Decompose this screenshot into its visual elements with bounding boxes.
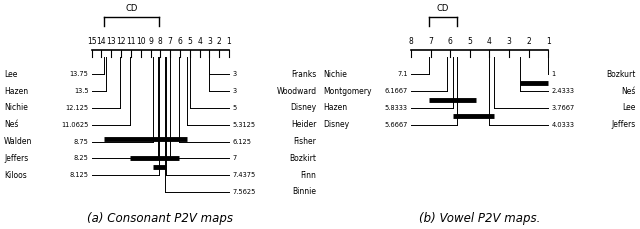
Text: 1: 1 [552, 71, 556, 77]
Text: 12: 12 [116, 37, 126, 46]
Text: 11.0625: 11.0625 [61, 122, 88, 128]
Text: Neś: Neś [621, 87, 636, 96]
Text: Montgomery: Montgomery [323, 87, 372, 96]
Text: 8.25: 8.25 [74, 155, 88, 161]
Text: 5: 5 [232, 105, 236, 111]
Text: 7: 7 [168, 37, 173, 46]
Text: 13: 13 [106, 37, 116, 46]
Text: 6.1667: 6.1667 [385, 88, 408, 94]
Text: 7: 7 [428, 37, 433, 46]
Text: 3: 3 [207, 37, 212, 46]
Text: Jeffers: Jeffers [4, 154, 28, 163]
Text: 3: 3 [507, 37, 511, 46]
Text: Walden: Walden [4, 137, 33, 146]
Text: (b) Vowel P2V maps.: (b) Vowel P2V maps. [419, 212, 540, 225]
Text: Bozkirt: Bozkirt [289, 154, 317, 163]
Text: Hazen: Hazen [323, 104, 348, 112]
Text: Hazen: Hazen [4, 87, 28, 96]
Text: Lee: Lee [4, 70, 17, 79]
Text: 9: 9 [148, 37, 153, 46]
Text: 5: 5 [467, 37, 472, 46]
Text: 3.7667: 3.7667 [552, 105, 575, 111]
Text: Finn: Finn [301, 171, 317, 180]
Text: 7.4375: 7.4375 [232, 172, 255, 178]
Text: 7.5625: 7.5625 [232, 189, 255, 195]
Text: 14: 14 [97, 37, 106, 46]
Text: Nichie: Nichie [4, 104, 28, 112]
Text: CD: CD [436, 4, 449, 13]
Text: Woodward: Woodward [276, 87, 317, 96]
Text: Disney: Disney [323, 120, 349, 129]
Text: 1: 1 [546, 37, 551, 46]
Text: Lee: Lee [623, 104, 636, 112]
Text: 8.125: 8.125 [70, 172, 88, 178]
Text: 7.1: 7.1 [397, 71, 408, 77]
Text: 7: 7 [232, 155, 236, 161]
Text: 4: 4 [197, 37, 202, 46]
Text: 8.75: 8.75 [74, 139, 88, 144]
Text: 6.125: 6.125 [232, 139, 251, 144]
Text: 12.125: 12.125 [65, 105, 88, 111]
Text: 10: 10 [136, 37, 145, 46]
Text: 13.75: 13.75 [70, 71, 88, 77]
Text: 13.5: 13.5 [74, 88, 88, 94]
Text: 5.3125: 5.3125 [232, 122, 255, 128]
Text: Franks: Franks [291, 70, 317, 79]
Text: 6: 6 [177, 37, 182, 46]
Text: 4: 4 [487, 37, 492, 46]
Text: 2: 2 [526, 37, 531, 46]
Text: 5: 5 [188, 37, 192, 46]
Text: 8: 8 [408, 37, 413, 46]
Text: Disney: Disney [291, 104, 317, 112]
Text: Fisher: Fisher [294, 137, 317, 146]
Text: Nichie: Nichie [323, 70, 348, 79]
Text: Neś: Neś [4, 120, 19, 129]
Text: 4.0333: 4.0333 [552, 122, 575, 128]
Text: 3: 3 [232, 71, 236, 77]
Text: 5.8333: 5.8333 [385, 105, 408, 111]
Text: 3: 3 [232, 88, 236, 94]
Text: Heider: Heider [291, 120, 317, 129]
Text: 1: 1 [227, 37, 232, 46]
Text: 6: 6 [448, 37, 452, 46]
Text: (a) Consonant P2V maps: (a) Consonant P2V maps [87, 212, 234, 225]
Text: 5.6667: 5.6667 [385, 122, 408, 128]
Text: 2: 2 [217, 37, 221, 46]
Text: Kiloos: Kiloos [4, 171, 27, 180]
Text: Bozkurt: Bozkurt [607, 70, 636, 79]
Text: 8: 8 [158, 37, 163, 46]
Text: Binnie: Binnie [292, 187, 317, 196]
Text: Jeffers: Jeffers [612, 120, 636, 129]
Text: 15: 15 [87, 37, 97, 46]
Text: 11: 11 [126, 37, 136, 46]
Text: 2.4333: 2.4333 [552, 88, 575, 94]
Text: CD: CD [125, 4, 138, 13]
